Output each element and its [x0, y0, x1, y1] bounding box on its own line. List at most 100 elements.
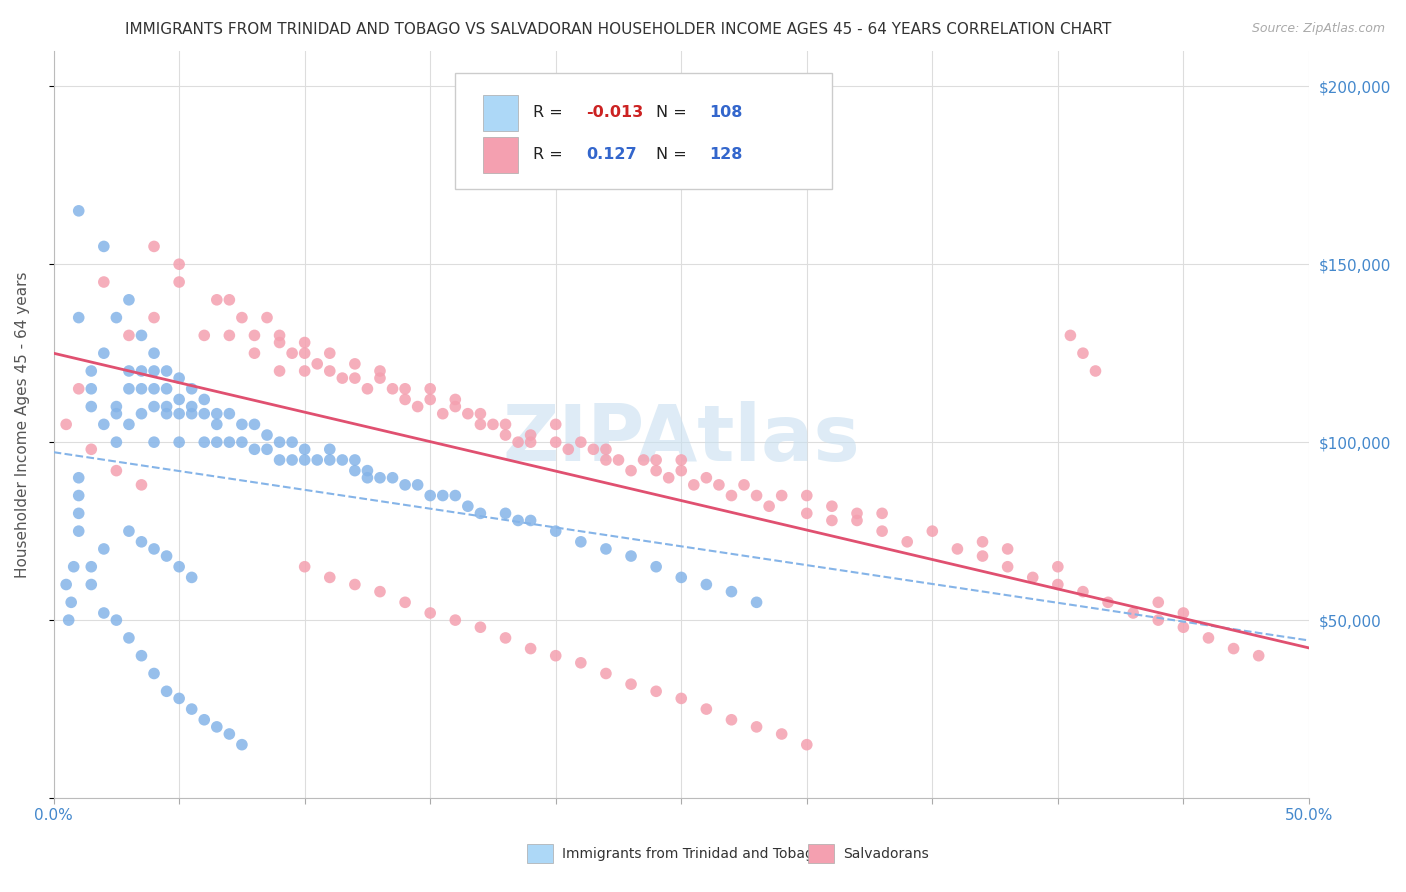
Point [368, 471, 391, 485]
Point [193, 435, 215, 450]
Text: Salvadorans: Salvadorans [844, 847, 929, 861]
Point [205, 720, 228, 734]
Point [180, 400, 202, 414]
Point [143, 346, 166, 360]
Point [269, 328, 291, 343]
Point [870, 506, 893, 520]
Point [796, 738, 818, 752]
Point [218, 293, 240, 307]
Point [205, 435, 228, 450]
Point [155, 382, 177, 396]
Point [444, 400, 467, 414]
Point [921, 524, 943, 538]
Point [294, 559, 316, 574]
Text: 0.127: 0.127 [586, 147, 637, 162]
Point [595, 541, 617, 556]
Point [506, 435, 529, 450]
Point [695, 577, 717, 591]
Point [544, 435, 567, 450]
Point [294, 335, 316, 350]
Point [720, 584, 742, 599]
Point [231, 417, 253, 432]
Point [294, 364, 316, 378]
Point [495, 631, 517, 645]
Point [356, 382, 378, 396]
Point [1173, 606, 1195, 620]
Point [495, 417, 517, 432]
Point [419, 382, 441, 396]
Point [1147, 595, 1170, 609]
Point [356, 471, 378, 485]
Point [519, 641, 541, 656]
Point [997, 541, 1019, 556]
Point [972, 534, 994, 549]
Point [105, 400, 128, 414]
Point [143, 382, 166, 396]
Point [343, 357, 366, 371]
Point [256, 428, 278, 442]
Point [569, 534, 592, 549]
Point [846, 506, 869, 520]
Point [557, 442, 579, 457]
Point [946, 541, 969, 556]
Point [406, 478, 429, 492]
Point [193, 713, 215, 727]
Point [470, 620, 492, 634]
Point [972, 549, 994, 563]
Point [218, 727, 240, 741]
Point [143, 666, 166, 681]
Point [368, 584, 391, 599]
Point [1059, 328, 1081, 343]
Point [444, 392, 467, 407]
Point [167, 275, 190, 289]
Point [519, 435, 541, 450]
Text: 128: 128 [709, 147, 742, 162]
Point [319, 453, 342, 467]
Point [307, 453, 329, 467]
Point [143, 364, 166, 378]
Text: R =: R = [533, 105, 568, 120]
Point [1173, 620, 1195, 634]
Text: 108: 108 [709, 105, 742, 120]
Point [1046, 559, 1069, 574]
Point [758, 500, 780, 514]
Point [131, 534, 153, 549]
Point [105, 407, 128, 421]
Point [330, 371, 353, 385]
Point [796, 489, 818, 503]
Point [1046, 577, 1069, 591]
Point [620, 677, 643, 691]
Point [67, 489, 90, 503]
Point [1071, 346, 1094, 360]
Point [733, 478, 755, 492]
Text: N =: N = [657, 147, 692, 162]
Point [745, 489, 768, 503]
Point [595, 453, 617, 467]
Point [770, 727, 793, 741]
Point [645, 464, 668, 478]
Point [582, 442, 605, 457]
Point [595, 442, 617, 457]
Point [997, 559, 1019, 574]
Point [821, 500, 844, 514]
Point [105, 613, 128, 627]
Point [180, 407, 202, 421]
Point [80, 577, 103, 591]
Point [67, 506, 90, 520]
Point [444, 489, 467, 503]
Point [394, 382, 416, 396]
Point [105, 464, 128, 478]
Point [67, 471, 90, 485]
Point [343, 464, 366, 478]
Point [495, 428, 517, 442]
Point [155, 364, 177, 378]
Point [645, 684, 668, 698]
Point [381, 382, 404, 396]
Point [205, 293, 228, 307]
Point [294, 346, 316, 360]
Point [432, 407, 454, 421]
Point [294, 442, 316, 457]
Point [243, 442, 266, 457]
Point [93, 541, 115, 556]
Point [1122, 606, 1144, 620]
